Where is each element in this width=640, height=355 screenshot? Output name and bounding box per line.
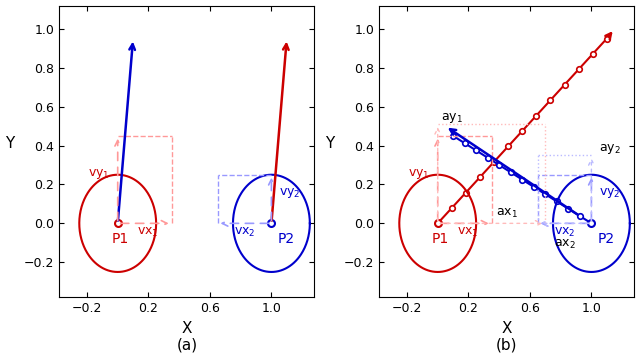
Text: vx$_2$: vx$_2$ [554,226,575,239]
X-axis label: X: X [502,321,512,336]
Text: vy$_2$: vy$_2$ [279,186,301,200]
Text: P1: P1 [431,232,449,246]
Y-axis label: Y: Y [326,136,335,151]
Text: P1: P1 [111,232,129,246]
Text: vy$_1$: vy$_1$ [88,167,110,181]
Text: vx$_2$: vx$_2$ [234,226,255,239]
Text: vx$_1$: vx$_1$ [137,226,159,239]
Text: ax$_1$: ax$_1$ [496,207,518,220]
Text: P2: P2 [598,232,614,246]
Text: vy$_1$: vy$_1$ [408,167,430,181]
Text: (a): (a) [176,338,197,353]
Text: vy$_2$: vy$_2$ [599,186,621,200]
Text: ax$_2$: ax$_2$ [554,238,575,251]
Text: vx$_1$: vx$_1$ [457,226,479,239]
Text: ay$_2$: ay$_2$ [599,142,621,157]
Text: P2: P2 [278,232,294,246]
Text: (b): (b) [496,338,518,353]
Y-axis label: Y: Y [6,136,15,151]
Text: ay$_1$: ay$_1$ [441,111,463,125]
X-axis label: X: X [182,321,192,336]
